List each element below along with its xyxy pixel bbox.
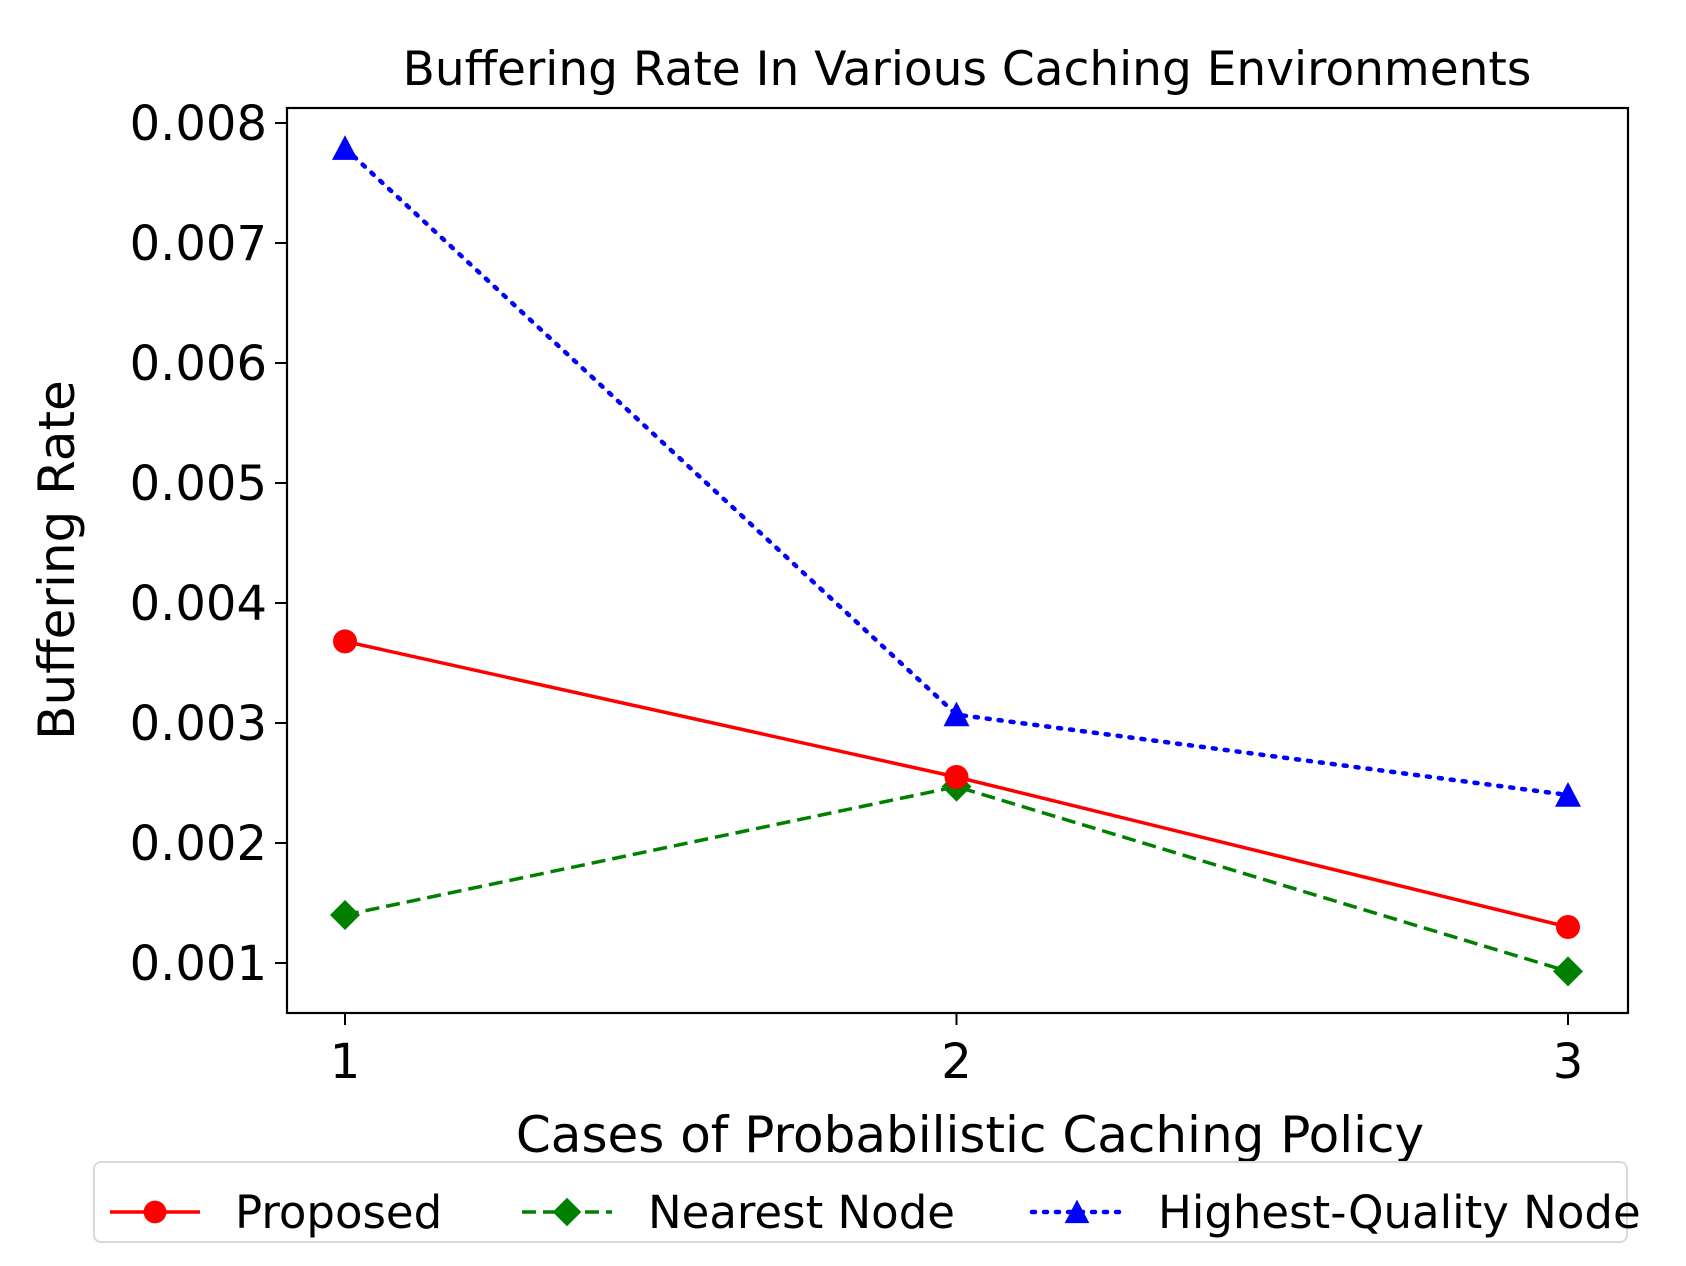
y-tick-label: 0.006 [130,336,267,392]
y-tick-label: 0.004 [130,576,267,632]
y-axis-label: Buffering Rate [28,380,86,740]
legend-item: Proposed [110,1186,442,1239]
y-tick-label: 0.005 [130,456,267,512]
chart-title: Buffering Rate In Various Caching Enviro… [403,42,1532,97]
data-point [943,701,970,727]
data-point [1555,782,1581,807]
y-tick-label: 0.003 [130,696,267,752]
legend-box [93,1161,1628,1243]
legend: Proposed Nearest Node Highest-Quality Node [93,1161,1641,1243]
y-tick-label: 0.001 [130,936,267,992]
data-point [552,1197,582,1227]
data-point [1553,956,1583,987]
data-point [1064,1199,1090,1224]
legend-label: Proposed [235,1186,442,1239]
series-highest-quality-node [332,135,1581,807]
y-tick-label: 0.007 [130,216,267,272]
x-tick-label: 1 [330,1034,361,1090]
series-nearest-node [330,771,1583,987]
series-line [344,784,1569,974]
legend-label: Nearest Node [648,1186,955,1239]
series-proposed [333,629,1580,939]
plot-area [330,135,1583,987]
data-point [332,135,358,160]
x-tick-label: 2 [941,1034,972,1090]
x-tick-label: 3 [1553,1034,1584,1090]
legend-item: Nearest Node [522,1186,955,1239]
y-tick-label: 0.008 [130,96,267,152]
legend-item: Highest-Quality Node [1029,1186,1641,1239]
x-axis-label: Cases of Probabilistic Caching Policy [516,1106,1424,1164]
data-point [330,900,360,930]
x-axis: 1 2 3 [330,1013,1584,1090]
y-tick-label: 0.002 [130,816,267,872]
series-line [342,145,1571,798]
data-point [143,1200,167,1224]
axes-frame [285,106,1630,1015]
data-point [1556,915,1580,939]
data-point [944,765,969,789]
legend-label: Highest-Quality Node [1158,1186,1641,1239]
y-axis: 0.001 0.002 0.003 0.004 0.005 0.006 0.007 0.008 [130,96,287,992]
data-point [333,629,357,654]
